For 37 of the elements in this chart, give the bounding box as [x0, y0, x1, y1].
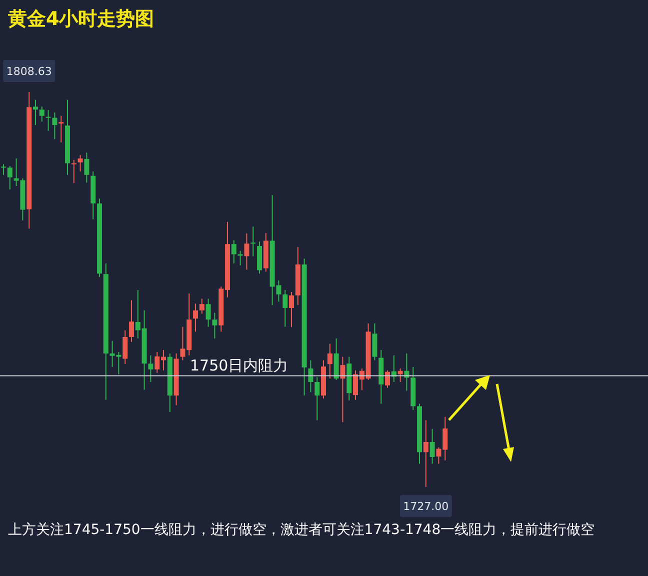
- candlestick: [282, 290, 288, 328]
- ref-line-label: 1750日内阻力: [190, 356, 288, 375]
- candlestick: [289, 291, 294, 328]
- candlestick: [33, 99, 38, 126]
- candlestick: [340, 356, 346, 423]
- candlestick: [212, 312, 218, 339]
- candlestick: [58, 115, 64, 143]
- candlestick: [244, 232, 250, 270]
- candlestick: [84, 152, 90, 184]
- candlestick: [250, 226, 256, 257]
- candlestick: [1, 164, 6, 176]
- candlestick: [122, 330, 128, 365]
- candlestick: [314, 376, 320, 421]
- candlestick: [398, 368, 403, 382]
- candlestick: [46, 110, 51, 132]
- candlestick: [193, 303, 198, 332]
- candlestick: [231, 240, 236, 264]
- candlestick: [423, 420, 428, 488]
- annotation: 1808.63: [6, 65, 52, 78]
- candlestick: [430, 428, 435, 464]
- annotation: 1727.00: [403, 500, 449, 513]
- text: 上方关注1745-1750一线阻力，进行做空，激进者可关注1743-1748一线阻力，提前进行做空: [8, 521, 596, 540]
- candlestick: [71, 159, 76, 184]
- candlestick: [385, 370, 390, 388]
- candlestick: [52, 112, 58, 140]
- candlestick: [39, 106, 44, 122]
- candlestick: [206, 298, 211, 328]
- candlestick: [238, 250, 243, 266]
- chart-title: 黄金4小时走势图: [8, 7, 154, 32]
- candlestick: [148, 354, 154, 382]
- candlestick: [327, 343, 332, 380]
- candlestick: [7, 166, 12, 190]
- candlestick: [78, 154, 83, 172]
- candlestick: [308, 360, 314, 393]
- candlestick: [199, 298, 204, 314]
- candlestick: [129, 300, 134, 342]
- candlestick: [372, 322, 378, 361]
